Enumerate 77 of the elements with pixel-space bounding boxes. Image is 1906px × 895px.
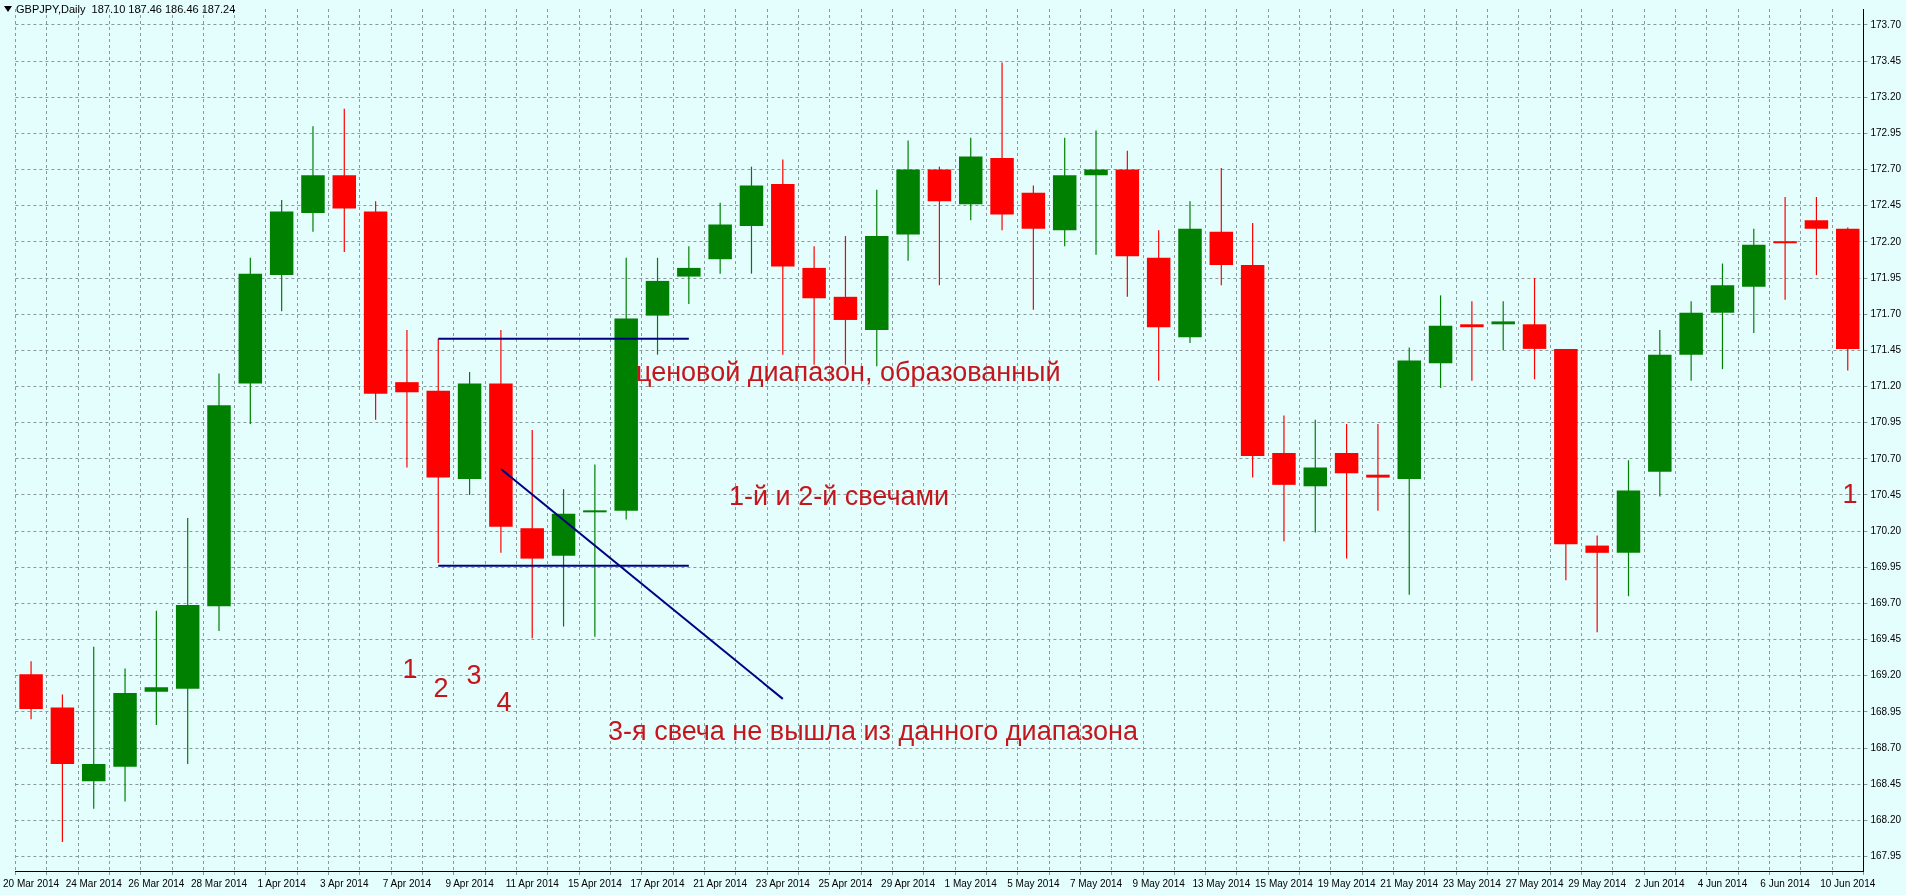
candlestick [1366,423,1390,512]
x-tick-label: 9 Apr 2014 [445,877,495,889]
x-tick-label: 7 May 2014 [1069,877,1123,889]
x-tick-label: 29 Apr 2014 [881,877,936,889]
y-tick-label: 172.20 [1870,235,1902,247]
x-tick-label: 25 Apr 2014 [818,877,873,889]
y-tick-label: 169.70 [1870,597,1902,609]
candlestick [1804,196,1829,276]
candlestick [395,329,419,469]
y-tick-label: 172.45 [1870,199,1902,211]
y-tick-label: 173.20 [1870,90,1902,102]
x-tick-label: 20 Mar 2014 [3,877,60,889]
x-tick-label: 7 Apr 2014 [382,877,432,889]
x-tick-label: 6 Jun 2014 [1760,877,1811,889]
y-tick-label: 169.45 [1870,633,1902,645]
x-tick-label: 26 Mar 2014 [128,877,185,889]
y-tick-label: 170.20 [1870,524,1902,536]
x-tick-label: 15 Apr 2014 [567,877,623,889]
candlestick [1773,196,1797,301]
x-tick-label: 1 Apr 2014 [257,877,307,889]
x-tick-label: 3 Apr 2014 [320,877,369,889]
y-tick-label: 169.20 [1870,669,1902,681]
annotation: 4 [496,687,512,718]
y-tick-label: 167.95 [1870,850,1902,862]
y-tick-label: 171.45 [1870,344,1902,356]
x-tick-label: 2 Jun 2014 [1635,877,1685,889]
annotation: 3 [466,660,482,691]
x-tick-label: 21 Apr 2014 [693,877,748,889]
y-tick-label: 171.70 [1870,307,1902,319]
x-tick-label: 27 May 2014 [1505,877,1564,889]
y-tick-label: 172.95 [1870,127,1902,139]
y-tick-label: 168.95 [1870,705,1902,717]
x-tick-label: 5 May 2014 [1007,877,1060,889]
annotation: 1-й и 2-й свечами [729,481,950,512]
x-tick-label: 1 May 2014 [944,877,998,889]
x-tick-label: 23 Apr 2014 [755,877,811,889]
x-tick-label: 17 Apr 2014 [630,877,685,889]
x-tick-label: 13 May 2014 [1192,877,1251,889]
candlestick [1303,419,1328,534]
x-tick-label: 11 Apr 2014 [505,877,560,889]
candlestick [1491,300,1515,351]
x-tick-label: 21 May 2014 [1380,877,1439,889]
y-tick-label: 171.95 [1870,271,1902,283]
x-tick-label: 29 May 2014 [1568,877,1627,889]
x-tick-label: 4 Jun 2014 [1697,877,1748,889]
candlestick [583,463,607,638]
x-tick-label: 28 Mar 2014 [190,877,248,889]
candlestick [1334,423,1359,560]
y-tick-label: 168.45 [1870,777,1902,789]
candlestick [833,235,858,366]
x-tick-label: 23 May 2014 [1442,877,1502,889]
candlestick [1460,300,1484,382]
x-tick-label: 15 May 2014 [1255,877,1314,889]
y-tick-label: 168.20 [1870,814,1902,826]
x-tick-label: 10 Jun 2014 [1820,877,1876,889]
x-tick-label: 9 May 2014 [1132,877,1186,889]
annotation: ценовой диапазон, образованный [636,357,1061,388]
annotation: 2 [433,673,449,704]
annotation: 3-я свеча не вышла из данного диапазона [608,716,1140,747]
annotation: GBPJPY,Daily 187.10 187.46 186.46 187.24 [16,3,236,16]
x-tick-label: 19 May 2014 [1317,877,1376,889]
candlestick [81,646,106,810]
y-tick-label: 169.95 [1870,561,1902,573]
y-tick-label: 173.45 [1870,54,1902,66]
y-tick-label: 170.95 [1870,416,1902,428]
y-tick-label: 173.70 [1870,18,1902,30]
candlestick [144,610,169,726]
y-tick-label: 170.45 [1870,488,1902,500]
annotation: 1 [402,654,418,685]
annotation: 1 [1842,479,1858,510]
x-tick-label: 24 Mar 2014 [65,877,123,889]
y-tick-label: 172.70 [1870,163,1902,175]
y-tick-label: 171.20 [1870,380,1902,392]
candlestick [1585,534,1609,633]
candlestick [677,245,701,305]
y-tick-label: 168.70 [1870,741,1902,753]
y-tick-label: 170.70 [1870,452,1902,464]
